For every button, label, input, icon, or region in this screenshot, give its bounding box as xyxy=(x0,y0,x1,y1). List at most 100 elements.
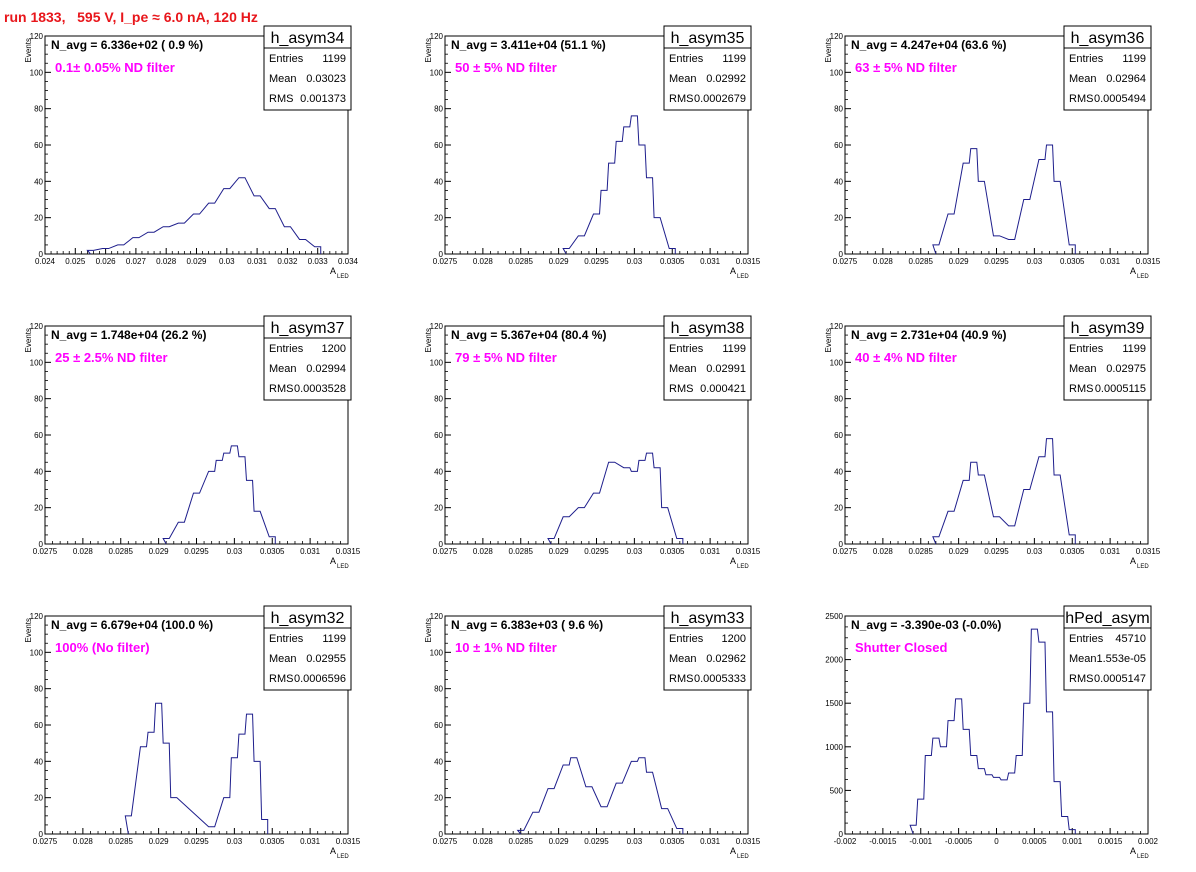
histogram-line xyxy=(932,438,1076,545)
y-axis-label: Events xyxy=(424,618,433,642)
x-tick-label: 0.031 xyxy=(1100,257,1121,266)
stats-value-mean: 0.02975 xyxy=(1106,363,1146,375)
stats-box xyxy=(663,337,752,401)
filter-annotation: 0.1± 0.05% ND filter xyxy=(55,60,175,75)
histogram-name: hPed_asym xyxy=(1065,610,1150,627)
x-tick-label: 0.0285 xyxy=(509,257,534,266)
x-tick-label: -0.0005 xyxy=(945,837,973,846)
x-tick-label: 0.0295 xyxy=(584,257,609,266)
stats-label-mean: Mean xyxy=(269,73,297,85)
navg-label: N_avg = 6.679e+04 (100.0 %) xyxy=(51,618,213,632)
stats-value-rms: 0.0006596 xyxy=(294,673,346,685)
y-tick-label: 20 xyxy=(434,504,443,513)
stats-value-entries: 1200 xyxy=(722,633,746,645)
y-tick-label: 80 xyxy=(834,395,843,404)
y-axis-label: Events xyxy=(24,328,33,352)
y-tick-label: 1500 xyxy=(825,699,843,708)
x-tick-label: 0.0295 xyxy=(184,837,209,846)
histogram-panel-h_asym39: 0 20 40 60 80 100 120 0.0275 0.028 0.0285 0.029 0.0… xyxy=(824,315,1161,570)
x-tick-label: 0.03 xyxy=(627,547,643,556)
y-tick-label: 20 xyxy=(834,214,843,223)
x-axis-label-subscript: LED xyxy=(737,274,749,280)
x-tick-label: 0.0285 xyxy=(109,547,134,556)
y-axis-label: Events xyxy=(824,38,833,62)
x-tick-label: 0.0305 xyxy=(1060,547,1085,556)
stats-value-entries: 1199 xyxy=(322,53,346,65)
y-tick-label: 40 xyxy=(34,757,43,766)
x-axis-label: A xyxy=(330,556,336,566)
y-tick-label: 80 xyxy=(834,105,843,114)
x-axis-label-subscript: LED xyxy=(737,564,749,570)
x-tick-label: 0.0285 xyxy=(909,547,934,556)
x-tick-label: 0.0295 xyxy=(184,547,209,556)
x-tick-label: 0.028 xyxy=(73,547,94,556)
x-tick-label: 0.033 xyxy=(308,257,329,266)
x-tick-label: 0.0275 xyxy=(33,837,58,846)
navg-label: N_avg = 5.367e+04 (80.4 %) xyxy=(451,328,606,342)
stats-label-entries: Entries xyxy=(269,633,304,645)
filter-annotation: 25 ± 2.5% ND filter xyxy=(55,350,168,365)
y-tick-label: 0 xyxy=(439,830,444,839)
x-tick-label: 0.0275 xyxy=(833,547,858,556)
x-tick-label: 0.0285 xyxy=(109,837,134,846)
stats-label-mean: Mean xyxy=(1069,73,1097,85)
filter-annotation: 63 ± 5% ND filter xyxy=(855,60,957,75)
stats-value-entries: 1199 xyxy=(1122,343,1146,355)
navg-label: N_avg = 6.336e+02 ( 0.9 %) xyxy=(51,38,203,52)
histogram-line xyxy=(547,452,684,545)
x-tick-label: 0.029 xyxy=(186,257,207,266)
y-tick-label: 120 xyxy=(30,612,44,621)
x-axis-label: A xyxy=(730,846,736,856)
x-tick-label: 0.029 xyxy=(149,547,170,556)
x-tick-label: 0.0315 xyxy=(736,547,761,556)
x-axis-label: A xyxy=(1130,266,1136,276)
histogram-name: h_asym38 xyxy=(671,320,745,337)
x-tick-label: 0.03 xyxy=(219,257,235,266)
y-tick-label: 120 xyxy=(430,322,444,331)
y-tick-label: 100 xyxy=(430,358,444,367)
x-tick-label: 0.028 xyxy=(873,547,894,556)
y-tick-label: 2000 xyxy=(825,656,843,665)
histogram-name: h_asym39 xyxy=(1071,320,1145,337)
y-tick-label: 60 xyxy=(834,141,843,150)
y-tick-label: 100 xyxy=(30,68,44,77)
stats-label-entries: Entries xyxy=(1069,343,1104,355)
x-axis-label: A xyxy=(1130,846,1136,856)
x-tick-label: 0.031 xyxy=(1100,547,1121,556)
x-tick-label: 0.0285 xyxy=(909,257,934,266)
x-axis-label: A xyxy=(1130,556,1136,566)
filter-annotation: 100% (No filter) xyxy=(55,640,150,655)
stats-label-rms: RMS xyxy=(269,673,293,685)
stats-label-rms: RMS xyxy=(669,673,693,685)
stats-value-rms: 0.0005115 xyxy=(1095,383,1146,395)
stats-value-mean: 0.02992 xyxy=(706,73,746,85)
filter-annotation: 79 ± 5% ND filter xyxy=(455,350,557,365)
page-title: run 1833, 595 V, I_pe ≈ 6.0 nA, 120 Hz xyxy=(4,9,258,25)
x-tick-label: 0.03 xyxy=(627,837,643,846)
stats-value-entries: 1199 xyxy=(722,53,746,65)
x-axis-label-subscript: LED xyxy=(1137,854,1149,860)
histogram-panel-h_asym36: 0 20 40 60 80 100 120 0.0275 0.028 0.0285 0.029 0.0… xyxy=(824,25,1161,280)
y-tick-label: 0 xyxy=(839,250,844,259)
x-tick-label: 0.0315 xyxy=(736,257,761,266)
filter-annotation: 40 ± 4% ND filter xyxy=(855,350,957,365)
y-tick-label: 20 xyxy=(834,504,843,513)
y-tick-label: 20 xyxy=(34,214,43,223)
histogram-panel-h_asym35: 0 20 40 60 80 100 120 0.0275 0.028 0.0285 0.029 0.0… xyxy=(424,25,761,280)
navg-label: N_avg = 4.247e+04 (63.6 %) xyxy=(851,38,1006,52)
x-tick-label: 0.028 xyxy=(473,257,494,266)
y-tick-label: 1000 xyxy=(825,743,843,752)
x-tick-label: 0.034 xyxy=(338,257,359,266)
filter-annotation: Shutter Closed xyxy=(855,640,948,655)
x-tick-label: 0.028 xyxy=(473,547,494,556)
histogram-panel-h_asym37: 0 20 40 60 80 100 120 0.0275 0.028 0.0285 0.029 0.0… xyxy=(24,315,361,570)
histogram-panel-h_asym34: 0 20 40 60 80 100 120 0.024 0.025 0.026 0.027 0.028… xyxy=(24,25,359,280)
y-tick-label: 80 xyxy=(434,685,443,694)
stats-value-rms: 0.0005333 xyxy=(694,673,746,685)
x-tick-label: 0.029 xyxy=(949,547,970,556)
stats-label-rms: RMS xyxy=(1069,383,1093,395)
y-tick-label: 20 xyxy=(434,214,443,223)
y-axis-label: Events xyxy=(824,328,833,352)
x-tick-label: 0.03 xyxy=(227,547,243,556)
